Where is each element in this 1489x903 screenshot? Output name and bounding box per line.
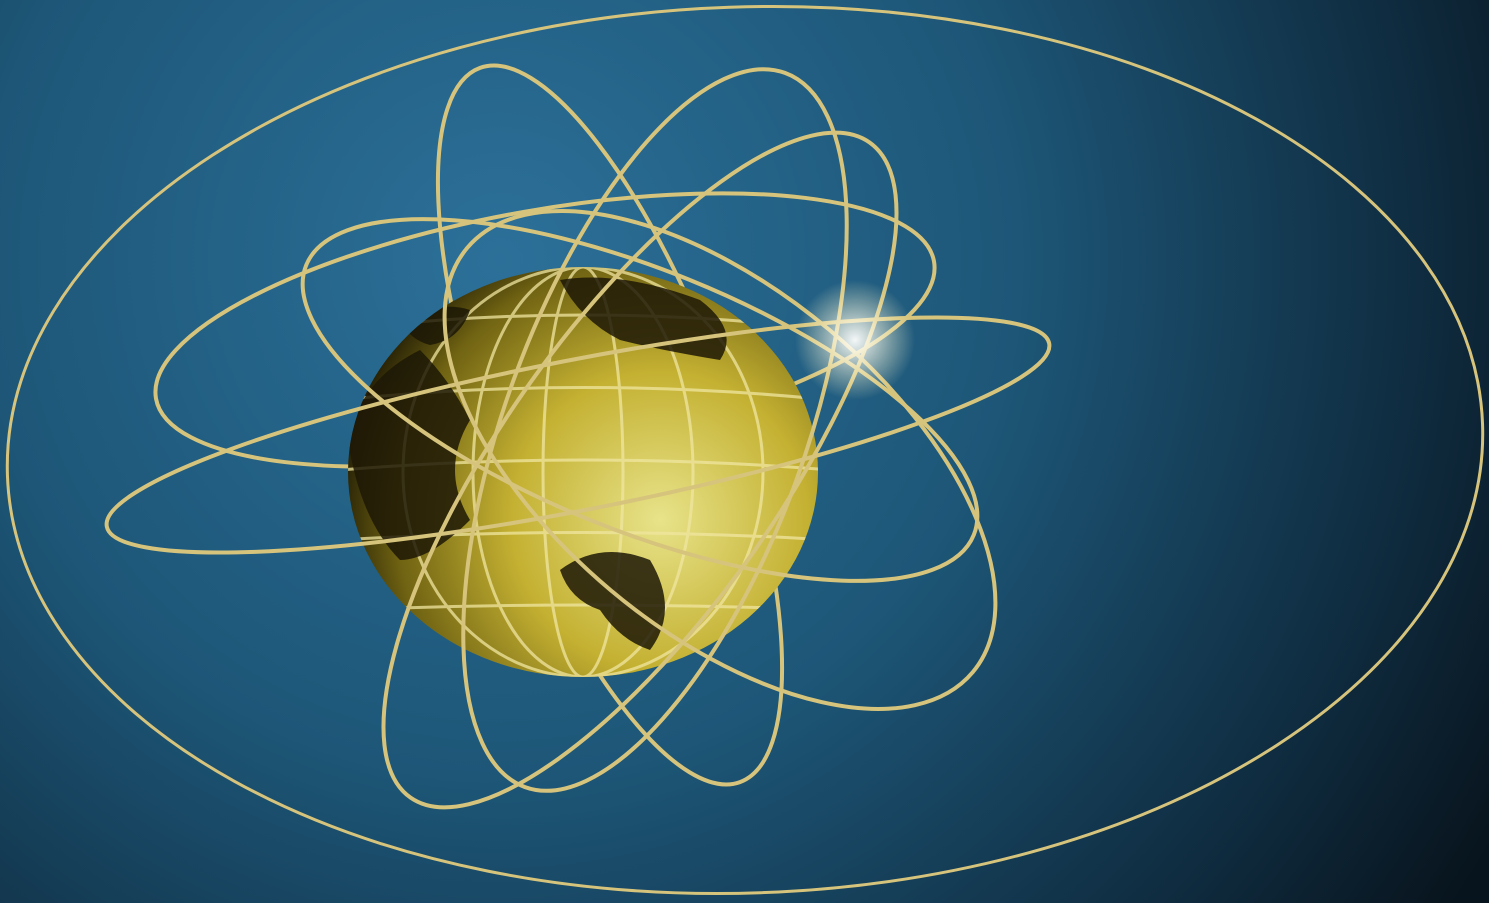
ring	[300, 217, 980, 583]
ring	[461, 67, 849, 793]
highlight	[795, 280, 915, 400]
ring	[104, 315, 1052, 555]
ring	[381, 130, 899, 810]
